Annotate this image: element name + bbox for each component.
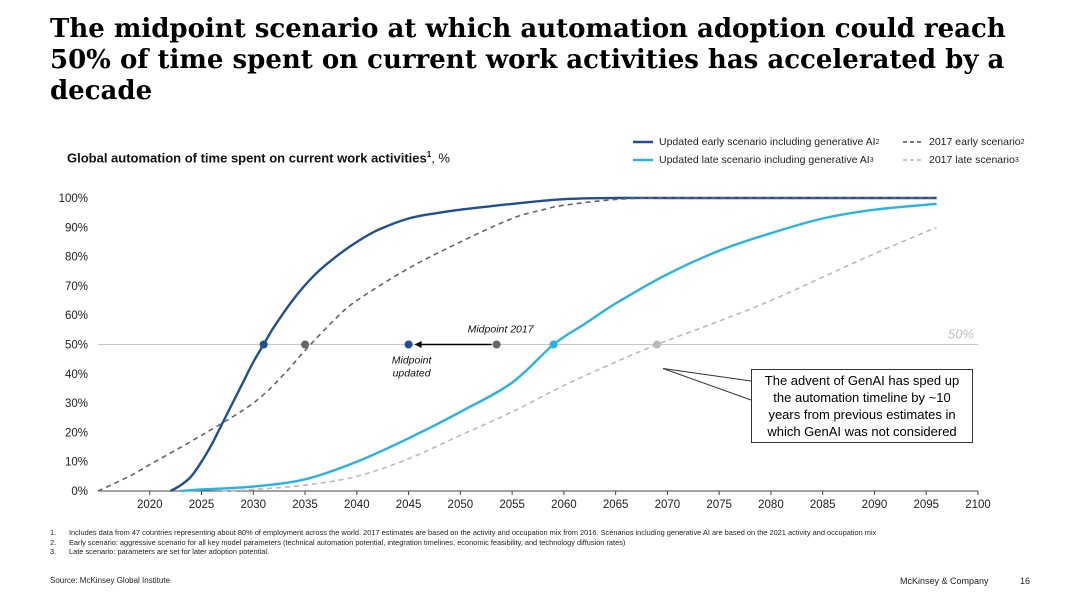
x-axis: 2020 2025 2030 2035 2040 2045 2050 2055 2060 2065…: [98, 490, 991, 511]
midpoint-updated-label-line2: updated: [393, 368, 432, 380]
midpoint-marker-0: [259, 340, 268, 349]
footnote-number: 3.: [50, 547, 57, 557]
x-tick-label: 2085: [810, 499, 836, 511]
y-tick-label: 30%: [65, 398, 88, 410]
legend-swatch-2017-early: [903, 141, 923, 143]
legend-swatch-updated-early: [633, 140, 653, 144]
y-tick-label: 20%: [65, 427, 88, 439]
footnote-2: 2. Early scenario: aggressive scenario fo…: [50, 538, 980, 548]
x-tick-label: 2040: [344, 499, 370, 511]
x-tick-label: 2020: [137, 499, 163, 511]
x-tick-label: 2100: [965, 499, 991, 511]
x-tick-label: 2090: [862, 499, 888, 511]
x-tick-label: 2055: [499, 499, 525, 511]
brand-name: McKinsey & Company: [900, 576, 989, 586]
footnote-number: 2.: [50, 537, 57, 547]
source-note: Source: McKinsey Global Institute: [50, 576, 171, 585]
legend-label: 2017 late scenario: [929, 154, 1015, 166]
page-number: 16: [1020, 576, 1031, 586]
x-tick-label: 2030: [240, 499, 266, 511]
midpoint-marker-1: [301, 340, 310, 349]
x-tick-label: 2095: [913, 499, 939, 511]
legend-label: 2017 early scenario: [929, 136, 1021, 148]
midpoint-marker-3: [492, 340, 501, 349]
legend-label: Updated early scenario including generat…: [659, 136, 876, 148]
footnote-number: 1.: [50, 528, 57, 537]
midpoint-marker-5: [653, 340, 662, 349]
series-line-3: [222, 226, 937, 492]
legend-swatch-updated-late: [633, 158, 653, 162]
y-tick-label: 70%: [65, 281, 88, 293]
chart-title: Global automation of time spent on curre…: [67, 150, 450, 165]
footnote-text: Early scenario: aggressive scenario for …: [69, 537, 626, 547]
legend-item-updated-early: Updated early scenario including generat…: [633, 136, 879, 148]
series-line-0: [169, 196, 937, 493]
legend-footnote-mark: 3: [869, 156, 874, 164]
y-tick-label: 50%: [65, 340, 88, 352]
midpoint-marker-4: [549, 340, 558, 349]
x-tick-label: 2070: [655, 499, 681, 511]
legend-label: Updated late scenario including generati…: [659, 154, 870, 166]
midpoint-updated-label-line1: Midpoint: [392, 355, 433, 367]
y-tick-label: 10%: [65, 457, 88, 469]
x-tick-label: 2075: [706, 499, 732, 511]
x-tick-label: 2045: [396, 499, 422, 511]
reference-line-label: 50%: [948, 327, 974, 342]
y-tick-label: 80%: [65, 252, 88, 264]
chart-legend: Updated early scenario including generat…: [633, 134, 1053, 174]
y-axis: 0% 10% 20% 30% 40% 50% 60% 70% 80% 90% 100%: [59, 193, 88, 498]
midpoint-markers: [259, 340, 662, 349]
legend-swatch-2017-late: [903, 159, 923, 161]
chart-title-unit: , %: [431, 150, 450, 166]
x-tick-label: 2025: [189, 499, 215, 511]
legend-footnote-mark: 3: [1014, 156, 1019, 164]
y-tick-label: 100%: [59, 193, 88, 205]
legend-item-updated-late: Updated late scenario including generati…: [633, 154, 874, 166]
x-tick-label: 2035: [292, 499, 318, 511]
footnote-1: 1. Includes data from 47 countries repres…: [50, 528, 980, 538]
callout-leader-line: [662, 368, 752, 401]
legend-item-2017-late: 2017 late scenario 3: [903, 154, 1019, 166]
legend-footnote-mark: 2: [875, 138, 880, 146]
reference-line-group: 50%: [98, 327, 978, 345]
footnote-text: Late scenario: parameters are set for la…: [69, 547, 270, 557]
y-tick-label: 90%: [65, 222, 88, 234]
callout-text: The advent of GenAI has sped up the auto…: [764, 373, 960, 439]
footnote-3: 3. Late scenario: parameters are set for …: [50, 547, 980, 557]
footnotes: 1. Includes data from 47 countries repres…: [50, 528, 980, 557]
midpoint-shift-arrowhead: [414, 341, 422, 348]
legend-footnote-mark: 2: [1020, 138, 1025, 146]
series-line-2: [180, 202, 937, 493]
x-tick-label: 2050: [448, 499, 474, 511]
chart-title-text: Global automation of time spent on curre…: [67, 150, 427, 166]
x-tick-label: 2080: [758, 499, 784, 511]
midpoint-marker-2: [404, 340, 413, 349]
y-tick-label: 60%: [65, 310, 88, 322]
y-tick-label: 40%: [65, 369, 88, 381]
midpoint-2017-label: Midpoint 2017: [468, 324, 535, 336]
x-tick-label: 2060: [551, 499, 577, 511]
footnote-text: Includes data from 47 countries represen…: [69, 528, 877, 537]
callout-leader-line: [662, 368, 752, 382]
x-tick-label: 2065: [603, 499, 629, 511]
series-line-1: [97, 197, 937, 492]
slide-title: The midpoint scenario at which automatio…: [50, 14, 1006, 106]
callout-box: The advent of GenAI has sped up the auto…: [751, 369, 973, 443]
chart-title-footnote-mark: 1: [426, 150, 432, 159]
y-tick-label: 0%: [71, 486, 88, 498]
legend-item-2017-early: 2017 early scenario 2: [903, 136, 1025, 148]
